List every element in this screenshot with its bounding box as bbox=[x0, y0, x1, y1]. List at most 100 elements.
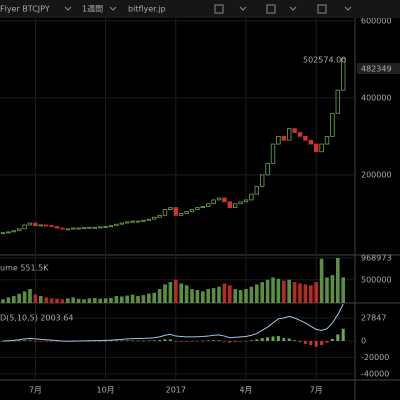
candle bbox=[184, 211, 189, 214]
volume-bar bbox=[341, 277, 345, 303]
candle bbox=[108, 225, 114, 228]
macd-histogram bbox=[179, 340, 183, 342]
macd-histogram bbox=[325, 340, 329, 343]
toolbar-icon[interactable] bbox=[317, 4, 327, 14]
macd-histogram bbox=[330, 338, 334, 341]
candle bbox=[162, 209, 168, 216]
candle bbox=[330, 112, 335, 137]
candle bbox=[125, 221, 130, 224]
volume-bar bbox=[265, 279, 270, 303]
candle bbox=[232, 203, 238, 209]
macd-histogram bbox=[217, 340, 221, 341]
macd-histogram bbox=[23, 340, 27, 341]
macd-histogram bbox=[114, 340, 118, 342]
candle bbox=[81, 227, 87, 230]
macd-histogram bbox=[98, 340, 102, 342]
macd-histogram bbox=[50, 340, 54, 342]
volume-bar bbox=[255, 284, 259, 303]
volume-bar bbox=[98, 298, 102, 303]
candle bbox=[54, 226, 60, 229]
candle bbox=[324, 135, 330, 145]
volume-bar bbox=[249, 286, 254, 303]
x-tick-label: 4月 bbox=[239, 386, 252, 395]
candle bbox=[6, 231, 11, 234]
candle bbox=[281, 135, 286, 141]
volume-bar bbox=[163, 284, 167, 303]
macd-histogram bbox=[255, 339, 259, 341]
candle bbox=[92, 226, 97, 229]
macd-histogram bbox=[266, 337, 270, 341]
volume-bar bbox=[141, 295, 146, 303]
toolbar-icon[interactable] bbox=[289, 6, 297, 11]
volume-bar bbox=[222, 283, 227, 303]
candle bbox=[211, 199, 216, 205]
volume-bar bbox=[12, 296, 16, 303]
y-tick-label: 27847 bbox=[361, 314, 386, 323]
macd-histogram bbox=[222, 340, 226, 342]
volume-bar bbox=[325, 277, 329, 303]
macd-histogram bbox=[147, 340, 151, 342]
candle bbox=[243, 199, 249, 203]
volume-label: ume 551.5K bbox=[0, 264, 49, 273]
toolbar-icon[interactable] bbox=[266, 4, 276, 14]
toolbar-icon[interactable] bbox=[64, 6, 72, 11]
candle bbox=[265, 162, 270, 176]
volume-bar bbox=[93, 297, 97, 303]
volume-bar bbox=[292, 282, 297, 303]
x-tick-label: 2017 bbox=[166, 386, 186, 395]
volume-bar bbox=[136, 296, 140, 303]
toolbar-icon[interactable] bbox=[344, 6, 352, 11]
candle bbox=[189, 209, 195, 212]
volume-bar bbox=[260, 282, 264, 303]
volume-bar bbox=[17, 293, 21, 303]
volume-bar bbox=[120, 296, 124, 303]
volume-bar bbox=[276, 278, 281, 303]
candle bbox=[313, 143, 319, 153]
macd-histogram bbox=[287, 338, 291, 341]
y-tick-label: -20000 bbox=[361, 353, 389, 362]
macd-histogram bbox=[336, 334, 340, 341]
volume-bar bbox=[228, 285, 232, 303]
toolbar bbox=[0, 0, 400, 18]
candle bbox=[276, 135, 281, 145]
macd-histogram bbox=[341, 328, 345, 341]
macd-histogram bbox=[233, 340, 237, 342]
y-tick-label: -40000 bbox=[361, 369, 389, 378]
macd-line bbox=[2, 303, 344, 342]
candle bbox=[157, 214, 162, 218]
candle bbox=[146, 218, 151, 221]
volume-bar bbox=[87, 298, 92, 303]
macd-histogram bbox=[104, 340, 108, 342]
volume-bar bbox=[271, 277, 275, 303]
volume-bar bbox=[125, 295, 129, 303]
volume-bar bbox=[66, 298, 70, 303]
interval[interactable]: 1週間 bbox=[82, 5, 103, 14]
macd-histogram bbox=[1, 340, 5, 342]
volume-bar bbox=[190, 289, 194, 303]
candle bbox=[11, 230, 16, 233]
volume-bar bbox=[82, 299, 86, 303]
macd-histogram bbox=[298, 340, 302, 343]
symbol[interactable]: Flyer BTCJPY bbox=[0, 5, 50, 14]
candle bbox=[38, 224, 43, 227]
y-tick-label: 968973 bbox=[361, 253, 392, 262]
volume-bar bbox=[330, 275, 335, 303]
macd-histogram bbox=[201, 340, 205, 342]
source[interactable]: bitflyer.jp bbox=[128, 5, 166, 14]
macd-label: D(5,10,5) 2003.64 bbox=[0, 314, 73, 323]
toolbar-icon[interactable] bbox=[109, 6, 117, 11]
candle bbox=[270, 143, 276, 164]
volume-bar bbox=[282, 280, 286, 303]
macd-histogram bbox=[125, 340, 129, 342]
candle bbox=[297, 132, 303, 137]
macd-histogram bbox=[249, 340, 253, 341]
candle bbox=[335, 89, 340, 114]
candle bbox=[103, 226, 108, 228]
candle bbox=[60, 227, 65, 230]
toolbar-icon[interactable] bbox=[239, 6, 247, 11]
toolbar-icon[interactable] bbox=[214, 4, 224, 14]
volume-bar bbox=[298, 283, 302, 303]
volume-bar bbox=[303, 284, 308, 303]
volume-bar bbox=[174, 279, 178, 303]
macd-histogram bbox=[244, 340, 248, 342]
